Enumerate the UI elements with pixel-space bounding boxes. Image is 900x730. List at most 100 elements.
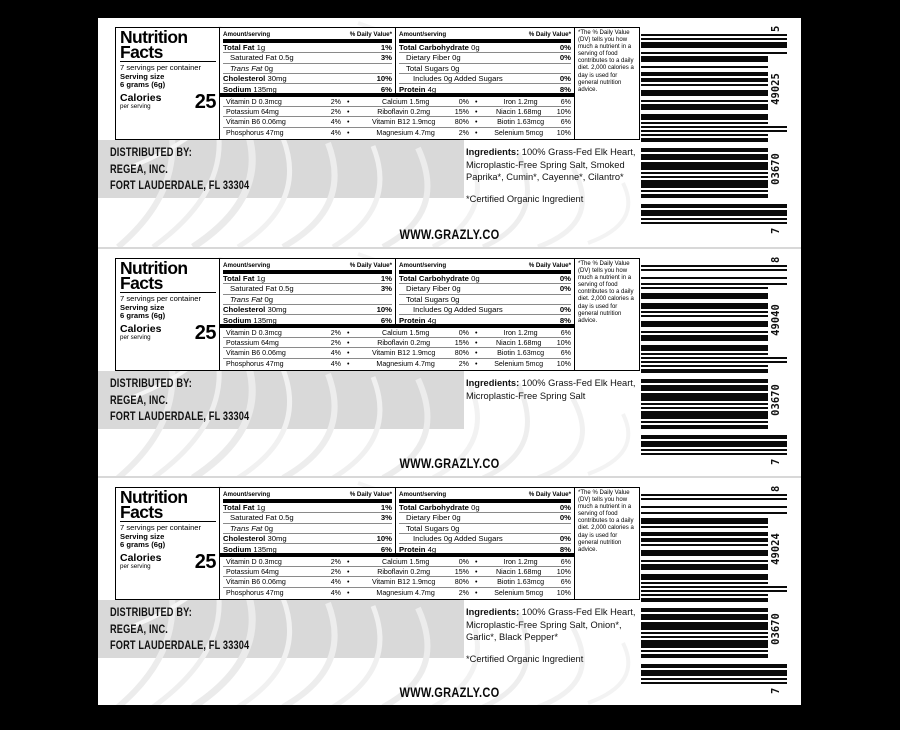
calories-label: Calories (120, 91, 162, 104)
distributor-info: DISTRIBUTED BY: REGEA, INC. FORT LAUDERD… (110, 376, 249, 426)
nutrients-column-left: Amount/serving% Daily Value* Total Fat 1… (220, 28, 396, 94)
nutrient-row: Trans Fat 0g (223, 64, 392, 74)
serving-size-label: Serving size (120, 531, 165, 541)
calories-subtext: per serving (120, 333, 151, 341)
serving-size-value: 6 grams (6g) (120, 540, 166, 550)
nutrition-facts-panel: Nutrition Facts 7 servings per container… (115, 27, 640, 140)
distributor-line: FORT LAUDERDALE, FL 33304 (110, 180, 250, 192)
distributor-info: DISTRIBUTED BY: REGEA, INC. FORT LAUDERD… (110, 605, 249, 655)
upc-barcode: 7 03670 49024 8 (641, 485, 791, 694)
calories-label: Calories (120, 551, 162, 564)
nutrients-column-right: Amount/serving% Daily Value* Total Carbo… (396, 28, 575, 94)
nutrition-title: Nutrition Facts (120, 487, 188, 522)
upc-bars: 7 03670 49025 5 (641, 25, 791, 234)
ingredients-block: Ingredients: 100% Grass-Fed Elk Heart, M… (466, 377, 642, 402)
daily-value-footnote: *The % Daily Value (DV) tells you how mu… (578, 261, 634, 324)
title-divider (120, 61, 216, 62)
column-header: Amount/serving% Daily Value* (223, 489, 392, 503)
nutrient-row: Protein 4g 8% (399, 315, 571, 325)
serving-size-label: Serving size (120, 302, 165, 312)
title-divider (120, 292, 216, 293)
ingredients-block: Ingredients: 100% Grass-Fed Elk Heart, M… (466, 146, 642, 205)
nutrition-title-column: Nutrition Facts 7 servings per container… (116, 259, 220, 370)
ingredients-label: Ingredients: (466, 378, 520, 388)
distributor-line: DISTRIBUTED BY: (110, 378, 192, 390)
nutrient-row: Includes 0g Added Sugars 0% (399, 74, 571, 85)
nutrient-row: Saturated Fat 0.5g 3% (223, 53, 392, 64)
nutrients-column-left: Amount/serving% Daily Value* Total Fat 1… (220, 488, 396, 554)
nutrient-row: Saturated Fat 0.5g 3% (223, 513, 392, 524)
nutrient-row: Includes 0g Added Sugars 0% (399, 305, 571, 316)
distributor-line: DISTRIBUTED BY: (110, 147, 192, 159)
calories-subtext: per serving (120, 562, 151, 570)
nutrient-row: Includes 0g Added Sugars 0% (399, 534, 571, 545)
nutrient-row: Trans Fat 0g (223, 524, 392, 534)
nutrient-row: Protein 4g 8% (399, 84, 571, 94)
nutrients-column-right: Amount/serving% Daily Value* Total Carbo… (396, 259, 575, 325)
nutrient-row: Total Carbohydrate 0g 0% (399, 43, 571, 54)
calories-row: Calories per serving 25 (120, 321, 217, 344)
distributor-info: DISTRIBUTED BY: REGEA, INC. FORT LAUDERD… (110, 145, 249, 195)
daily-value-footnote: *The % Daily Value (DV) tells you how mu… (578, 490, 634, 553)
upc-bars: 7 03670 49040 8 (641, 256, 791, 465)
column-header: Amount/serving% Daily Value* (223, 260, 392, 274)
organic-note: *Certified Organic Ingredient (466, 653, 584, 664)
nutrient-row: Cholesterol 30mg 10% (223, 534, 392, 545)
website-text: WWW.GRAZLY.CO (399, 456, 500, 471)
servings-per-container: 7 servings per container (120, 523, 202, 532)
nutrient-row: Total Fat 1g 1% (223, 43, 392, 54)
product-label: Nutrition Facts 7 servings per container… (98, 18, 801, 247)
ingredients-label: Ingredients: (466, 147, 520, 157)
upc-barcode: 7 03670 49025 5 (641, 25, 791, 234)
serving-size-value: 6 grams (6g) (120, 311, 166, 321)
nutrient-row: Dietary Fiber 0g 0% (399, 513, 571, 524)
nutrition-title-column: Nutrition Facts 7 servings per container… (116, 28, 220, 139)
distributor-line: FORT LAUDERDALE, FL 33304 (110, 640, 250, 652)
nutrient-row: Total Sugars 0g (399, 524, 571, 534)
nutrient-row: Cholesterol 30mg 10% (223, 74, 392, 85)
daily-value-footnote: *The % Daily Value (DV) tells you how mu… (578, 30, 634, 93)
distributor-line: DISTRIBUTED BY: (110, 607, 192, 619)
nutrition-facts-panel: Nutrition Facts 7 servings per container… (115, 258, 640, 371)
distributor-line: REGEA, INC. (110, 163, 168, 176)
nutrient-row: Protein 4g 8% (399, 544, 571, 554)
column-header: Amount/serving% Daily Value* (399, 29, 571, 43)
nutrient-row: Dietary Fiber 0g 0% (399, 284, 571, 295)
nutrition-title: Nutrition Facts (120, 27, 188, 62)
nutrient-row: Dietary Fiber 0g 0% (399, 53, 571, 64)
column-header: Amount/serving% Daily Value* (223, 29, 392, 43)
nutrition-title: Nutrition Facts (120, 258, 188, 293)
nutrient-row: Cholesterol 30mg 10% (223, 305, 392, 316)
calories-row: Calories per serving 25 (120, 90, 217, 113)
nutrient-row: Total Carbohydrate 0g 0% (399, 503, 571, 514)
nutrient-row: Total Carbohydrate 0g 0% (399, 274, 571, 285)
nutrition-title-column: Nutrition Facts 7 servings per container… (116, 488, 220, 599)
nutrient-row: Total Fat 1g 1% (223, 274, 392, 285)
ingredients-label: Ingredients: (466, 607, 520, 617)
calories-value: 25 (194, 90, 217, 113)
servings-per-container: 7 servings per container (120, 63, 202, 72)
serving-size-value: 6 grams (6g) (120, 80, 166, 90)
nutrient-row: Total Sugars 0g (399, 64, 571, 74)
servings-per-container: 7 servings per container (120, 294, 202, 303)
website-text: WWW.GRAZLY.CO (399, 685, 500, 700)
calories-value: 25 (194, 321, 217, 344)
nutrients-column-right: Amount/serving% Daily Value* Total Carbo… (396, 488, 575, 554)
nutrients-column-left: Amount/serving% Daily Value* Total Fat 1… (220, 259, 396, 325)
calories-value: 25 (194, 550, 217, 573)
column-header: Amount/serving% Daily Value* (399, 260, 571, 274)
upc-bars: 7 03670 49024 8 (641, 485, 791, 694)
nutrition-facts-panel: Nutrition Facts 7 servings per container… (115, 487, 640, 600)
product-label: Nutrition Facts 7 servings per container… (98, 247, 801, 476)
